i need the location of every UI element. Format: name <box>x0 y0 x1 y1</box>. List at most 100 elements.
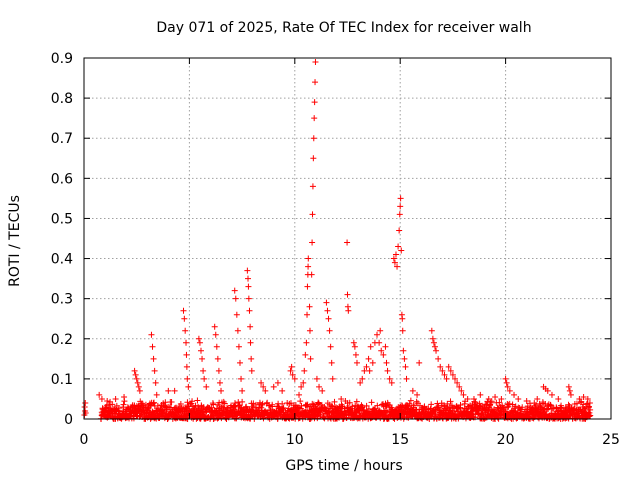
y-tick-label: 0.2 <box>51 332 73 348</box>
data-point <box>132 371 139 378</box>
data-point <box>195 335 202 342</box>
data-point <box>353 359 360 366</box>
data-point <box>372 405 379 412</box>
data-point <box>439 367 446 374</box>
data-point <box>239 387 246 394</box>
data-point <box>369 359 376 366</box>
x-tick-label: 5 <box>185 432 194 448</box>
y-tick-label: 0.9 <box>51 51 73 67</box>
data-point <box>409 387 416 394</box>
data-point <box>183 415 190 422</box>
data-point <box>472 399 479 406</box>
data-point <box>311 99 318 106</box>
data-point <box>234 327 241 334</box>
data-point <box>435 403 442 410</box>
data-point <box>448 402 455 409</box>
data-point <box>361 367 368 374</box>
data-point <box>584 395 591 402</box>
data-point <box>238 375 245 382</box>
data-point <box>310 155 317 162</box>
data-point <box>587 406 594 413</box>
data-point <box>332 404 339 411</box>
data-point <box>211 323 218 330</box>
data-point <box>511 391 518 398</box>
data-point <box>452 375 459 382</box>
data-point <box>148 331 155 338</box>
data-point <box>586 409 593 416</box>
data-point <box>543 406 550 413</box>
data-point <box>380 351 387 358</box>
data-point <box>121 393 128 400</box>
data-point <box>312 79 319 86</box>
data-point <box>359 375 366 382</box>
data-point <box>506 400 513 407</box>
y-tick-label: 0.7 <box>51 131 73 147</box>
data-point <box>216 379 223 386</box>
data-point <box>231 287 238 294</box>
data-point <box>201 375 208 382</box>
data-point <box>407 397 414 404</box>
data-point <box>555 395 562 402</box>
data-point <box>324 307 331 314</box>
data-point <box>437 363 444 370</box>
data-point <box>149 343 156 350</box>
data-points <box>81 59 594 422</box>
data-point <box>352 351 359 358</box>
axes: 0 5 10 15 20 25 0 0.1 0.2 0.3 0.4 0.5 0.6 0.7 0.8 0.9 <box>51 51 620 448</box>
data-point <box>386 375 393 382</box>
data-point <box>396 227 403 234</box>
data-point <box>410 402 417 409</box>
data-point <box>390 255 397 262</box>
data-point <box>235 343 242 350</box>
data-point <box>580 393 587 400</box>
data-point <box>297 398 304 405</box>
data-point <box>344 239 351 246</box>
data-point <box>573 400 580 407</box>
data-point <box>232 403 239 410</box>
data-point <box>346 399 353 406</box>
data-point <box>398 247 405 254</box>
data-point <box>248 367 255 374</box>
data-point <box>233 415 240 422</box>
data-point <box>391 259 398 266</box>
data-point <box>548 391 555 398</box>
data-point <box>270 383 277 390</box>
data-point <box>98 395 105 402</box>
data-point <box>247 323 254 330</box>
plot-frame <box>83 57 612 420</box>
data-point <box>567 391 574 398</box>
data-point <box>447 398 454 405</box>
data-point <box>246 307 253 314</box>
data-point <box>183 351 190 358</box>
x-tick-label: 0 <box>80 432 89 448</box>
data-point <box>469 410 476 417</box>
data-point <box>298 383 305 390</box>
grid-lines <box>84 58 611 419</box>
data-point <box>180 307 187 314</box>
data-point <box>428 327 435 334</box>
y-tick-label: 0.6 <box>51 171 73 187</box>
data-point <box>485 395 492 402</box>
data-point <box>509 401 516 408</box>
data-point <box>218 387 225 394</box>
data-point <box>309 183 316 190</box>
data-point <box>301 367 308 374</box>
data-point <box>377 327 384 334</box>
data-point <box>397 195 404 202</box>
data-point <box>445 363 452 370</box>
data-point <box>196 339 203 346</box>
data-point <box>338 395 345 402</box>
data-point <box>388 379 395 386</box>
data-point <box>447 367 454 374</box>
data-point <box>183 339 190 346</box>
data-point <box>279 400 286 407</box>
data-point <box>120 401 127 408</box>
data-point <box>313 375 320 382</box>
data-point <box>262 387 269 394</box>
data-point <box>512 403 519 410</box>
y-tick-label: 0.5 <box>51 211 73 227</box>
data-point <box>344 291 351 298</box>
y-tick-label: 0.1 <box>51 372 73 388</box>
data-point <box>312 59 319 66</box>
data-point <box>112 395 119 402</box>
